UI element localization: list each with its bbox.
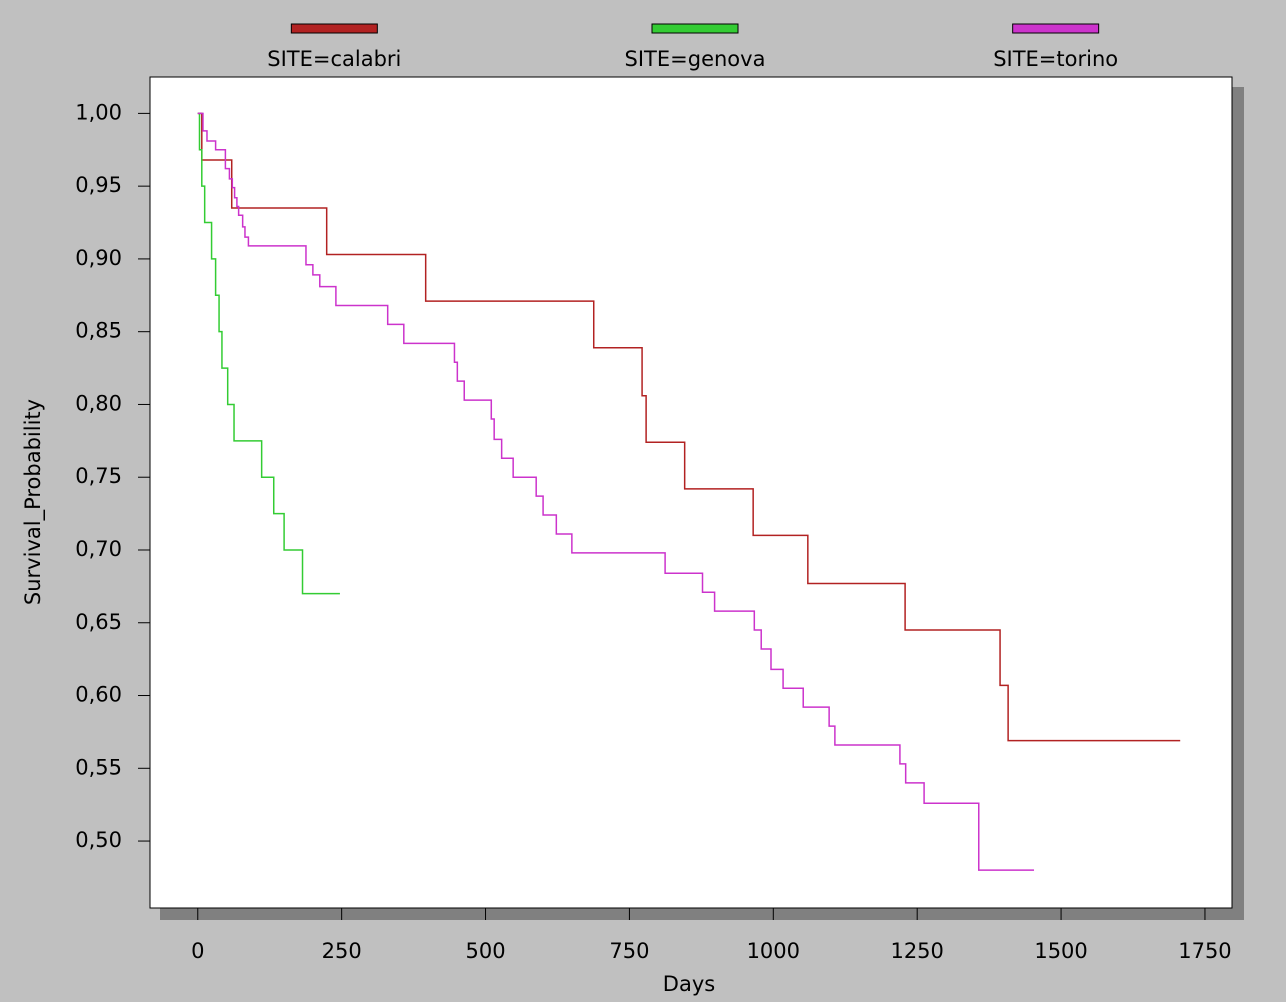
y-tick-label: 0,85 — [75, 319, 122, 343]
plot-area — [149, 76, 1233, 909]
x-tick-label: 0 — [191, 939, 204, 963]
y-tick-label: 0,75 — [75, 464, 122, 488]
legend-swatch — [1012, 23, 1100, 34]
legend-swatch — [651, 23, 739, 34]
legend-swatch — [290, 23, 378, 34]
legend-label: SITE=genova — [625, 47, 766, 71]
legend-label: SITE=calabri — [267, 47, 401, 71]
survival-curve — [197, 112, 1035, 871]
x-axis-label: Days — [663, 972, 715, 996]
x-tick-label: 250 — [322, 939, 362, 963]
y-tick-label: 0,80 — [75, 391, 122, 415]
x-tick-label: 750 — [609, 939, 649, 963]
survival-curve — [197, 112, 1181, 742]
y-tick-label: 0,55 — [75, 755, 122, 779]
y-tick-label: 0,60 — [75, 683, 122, 707]
x-tick-label: 1500 — [1034, 939, 1087, 963]
x-tick-label: 1000 — [747, 939, 800, 963]
y-tick-label: 1,00 — [75, 100, 122, 124]
y-tick-label: 0,50 — [75, 828, 122, 852]
y-tick-label: 0,95 — [75, 173, 122, 197]
y-tick-label: 0,70 — [75, 537, 122, 561]
x-tick-label: 500 — [465, 939, 505, 963]
y-tick-label: 0,65 — [75, 610, 122, 634]
y-tick-label: 0,90 — [75, 246, 122, 270]
legend-label: SITE=torino — [993, 47, 1118, 71]
x-tick-label: 1750 — [1178, 939, 1231, 963]
y-axis-label: Survival_Probability — [21, 399, 46, 605]
x-tick-label: 1250 — [890, 939, 943, 963]
survival-curve — [197, 112, 340, 595]
